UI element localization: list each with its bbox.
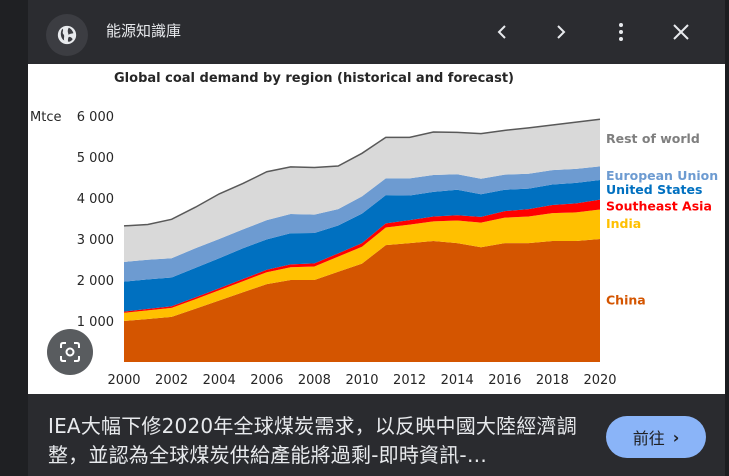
chart-title: Global coal demand by region (historical… xyxy=(114,71,514,86)
x-tick-label: 2008 xyxy=(298,373,331,388)
site-name[interactable]: 能源知識庫 xyxy=(106,22,182,40)
area-series-united-states xyxy=(124,179,600,312)
visit-button-label: 前往 xyxy=(632,429,665,448)
y-tick-label: 1 000 xyxy=(77,315,114,330)
x-tick-label: 2018 xyxy=(536,373,569,388)
left-edge xyxy=(0,0,28,476)
area-series-european-union xyxy=(124,166,600,282)
chevron-right-icon: › xyxy=(672,427,680,447)
x-tick-label: 2002 xyxy=(155,373,188,388)
x-tick-label: 2000 xyxy=(107,373,140,388)
legend-label-rest-of-world: Rest of world xyxy=(606,131,700,146)
globe-icon[interactable] xyxy=(46,14,88,56)
chevron-left-icon[interactable] xyxy=(484,14,520,50)
y-tick-label: 3 000 xyxy=(77,233,114,248)
legend-label-southeast-asia: Southeast Asia xyxy=(606,199,712,214)
x-tick-label: 2014 xyxy=(441,373,474,388)
y-tick-label: 2 000 xyxy=(77,274,114,289)
area-series-india xyxy=(124,209,600,321)
y-axis-unit: Mtce xyxy=(30,110,61,125)
legend-label-united-states: United States xyxy=(606,182,702,197)
x-tick-label: 2016 xyxy=(488,373,521,388)
x-tick-label: 2006 xyxy=(250,373,283,388)
x-tick-label: 2012 xyxy=(393,373,426,388)
coal-demand-chart: Global coal demand by region (historical… xyxy=(30,71,718,388)
area-series-southeast-asia xyxy=(124,199,600,313)
legend-label-india: India xyxy=(606,216,641,231)
y-tick-label: 6 000 xyxy=(77,110,114,125)
area-series-china xyxy=(124,239,600,362)
visit-button[interactable]: 前往 › xyxy=(606,416,706,458)
image-caption[interactable]: IEA大幅下修2020年全球煤炭需求，以反映中國大陸經濟調整，並認為全球煤炭供給… xyxy=(48,414,577,467)
close-icon[interactable] xyxy=(663,14,699,50)
chart-image[interactable]: Global coal demand by region (historical… xyxy=(28,64,725,394)
chevron-right-icon[interactable] xyxy=(543,14,579,50)
total-outline xyxy=(123,118,601,227)
legend-label-european-union: European Union xyxy=(606,168,718,183)
viewer-header xyxy=(28,0,725,62)
y-tick-label: 5 000 xyxy=(77,151,114,166)
lens-search-icon[interactable] xyxy=(47,329,93,375)
area-series-rest-of-world xyxy=(124,119,600,262)
x-tick-label: 2020 xyxy=(583,373,616,388)
x-tick-label: 2004 xyxy=(203,373,236,388)
right-edge xyxy=(725,0,729,476)
y-tick-label: 4 000 xyxy=(77,192,114,207)
x-tick-label: 2010 xyxy=(345,373,378,388)
more-vert-icon[interactable] xyxy=(603,14,639,50)
legend-label-china: China xyxy=(606,293,646,308)
